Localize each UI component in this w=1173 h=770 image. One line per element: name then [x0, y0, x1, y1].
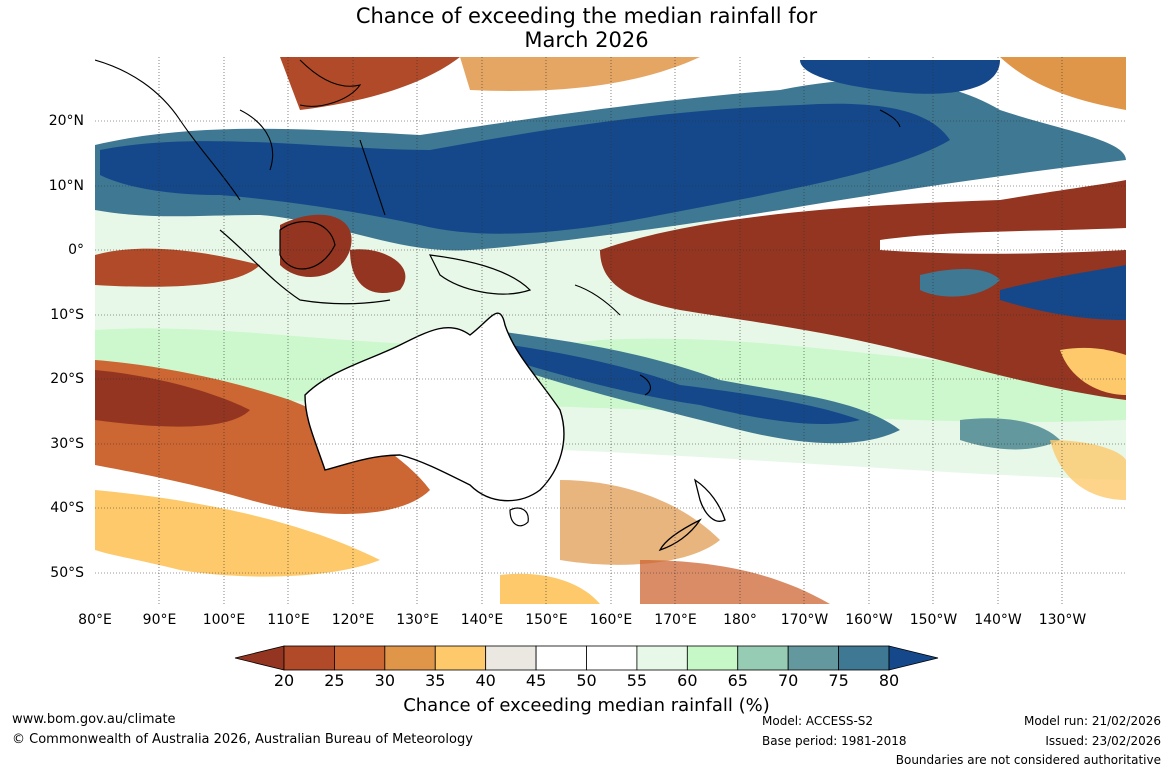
colorbar-swatch — [283, 645, 335, 671]
colorbar-tick: 75 — [828, 671, 849, 690]
title-line-2: March 2026 — [524, 28, 649, 52]
lon-label: 180° — [723, 612, 757, 628]
lat-label: 10°S — [50, 306, 84, 323]
colorbar-tick: 55 — [626, 671, 648, 690]
title-line-1: Chance of exceeding the median rainfall … — [355, 4, 818, 28]
colorbar-swatch — [485, 645, 537, 671]
lat-label: 50°S — [50, 564, 84, 581]
colorbar-tick: 80 — [878, 671, 900, 690]
lon-label: 170°E — [654, 612, 697, 628]
lat-label: 30°S — [50, 435, 84, 452]
colorbar-tick: 25 — [324, 671, 345, 690]
colorbar-tick: 60 — [677, 671, 698, 690]
model-run-text: Model run: 21/02/2026 — [1023, 714, 1161, 728]
lon-label: 130°W — [1038, 612, 1087, 628]
colorbar-swatch — [535, 645, 587, 671]
colorbar-swatch — [384, 645, 436, 671]
colorbar-high-arrow — [888, 645, 939, 671]
lon-label: 140°E — [460, 612, 504, 628]
base-period-text: Base period: 1981-2018 — [762, 734, 907, 748]
colorbar-swatch — [686, 645, 739, 671]
colorbar-tick: 20 — [273, 671, 295, 690]
lat-label: 20°N — [48, 113, 84, 129]
colorbar-swatch — [838, 645, 890, 671]
lon-label: 160°E — [589, 612, 633, 628]
colorbar-swatch — [737, 645, 789, 671]
colorbar-tick: 35 — [425, 671, 446, 690]
lon-label: 110°E — [267, 612, 310, 628]
lat-label: 40°S — [50, 500, 84, 516]
lon-label: 170°W — [780, 612, 829, 628]
colorbar — [234, 645, 939, 671]
lon-label: 100°E — [202, 612, 246, 628]
model-text: Model: ACCESS-S2 — [762, 714, 874, 728]
colorbar-tick: 40 — [475, 671, 496, 690]
lon-label: 90°E — [142, 612, 177, 628]
colorbar-tick: 65 — [727, 671, 748, 690]
issued-text: Issued: 23/02/2026 — [1045, 734, 1161, 748]
lon-label: 150°E — [525, 612, 568, 628]
colorbar-swatch — [586, 645, 638, 671]
colorbar-tick: 70 — [777, 671, 799, 690]
lon-label: 80°E — [78, 612, 112, 628]
colorbar-swatch — [636, 645, 688, 671]
map-title: Chance of exceeding the median rainfall … — [0, 4, 1173, 52]
disclaimer-text: Boundaries are not considered authoritat… — [895, 753, 1161, 767]
graticule — [95, 57, 1126, 604]
lat-label: 0° — [68, 242, 84, 258]
lon-label: 140°W — [974, 612, 1022, 628]
lon-label: 160°W — [845, 612, 893, 628]
copyright-text: © Commonwealth of Australia 2026, Austra… — [12, 732, 473, 747]
colorbar-low-arrow — [234, 645, 285, 671]
lon-label: 150°W — [909, 612, 958, 628]
lon-label: 130°E — [396, 612, 439, 628]
colorbar-tick: 50 — [576, 671, 597, 690]
colorbar-tick: 30 — [374, 671, 396, 690]
colorbar-title: Chance of exceeding median rainfall (%) — [403, 695, 770, 716]
colorbar-swatch — [434, 645, 487, 671]
colorbar-tick: 45 — [525, 671, 547, 690]
lon-label: 120°E — [331, 612, 375, 628]
colorbar-swatch — [787, 645, 839, 671]
colorbar-swatch — [334, 645, 386, 671]
website-text: www.bom.gov.au/climate — [12, 712, 176, 727]
lat-label: 20°S — [50, 371, 84, 387]
lat-label: 10°N — [48, 177, 84, 194]
rainfall-map — [95, 57, 1126, 604]
